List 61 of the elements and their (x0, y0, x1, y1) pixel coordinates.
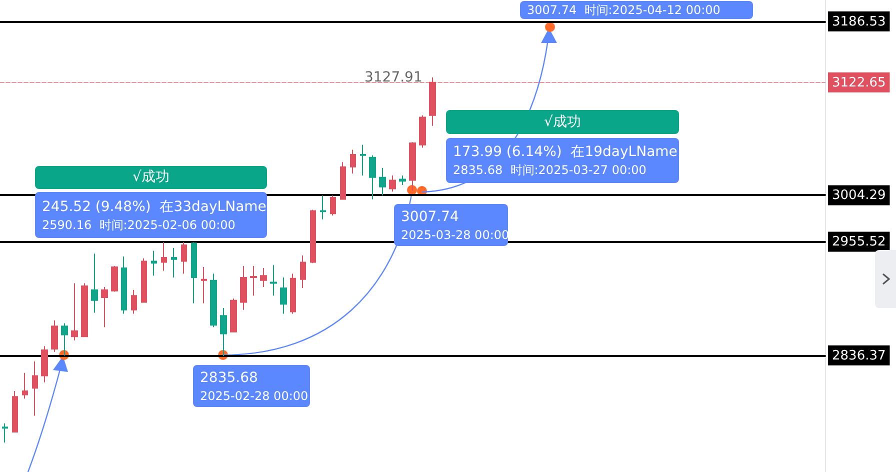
y-tick-label: 3186.53 (832, 14, 886, 30)
candlestick (280, 276, 287, 314)
candlestick (240, 266, 247, 310)
candlestick (41, 346, 48, 383)
callout-box: 173.99 (6.14%) 在19dayLName 2835.68 时间:2025-03-27 00:00 (446, 138, 679, 183)
candlestick (250, 266, 257, 296)
callout-box: 3007.74 时间:2025-04-12 00:00 (520, 1, 753, 19)
candlestick (310, 209, 316, 264)
badge: √成功 (35, 166, 267, 189)
candlestick (429, 76, 436, 126)
candlestick (369, 154, 376, 200)
candlestick (379, 167, 386, 196)
candlestick (260, 267, 267, 288)
candlestick (12, 390, 18, 432)
candlestick (389, 174, 396, 192)
candlestick (131, 289, 137, 314)
candlestick (111, 266, 118, 292)
candlestick (121, 256, 127, 314)
candlestick (399, 174, 406, 186)
candlestick (320, 194, 326, 220)
candlestick (300, 255, 306, 288)
annotation: 3007.74 时间:2025-04-12 00:00 (527, 2, 720, 18)
candlestick (201, 266, 207, 304)
callout-box: 3007.74 2025-03-28 00:00 (394, 204, 508, 246)
candlestick (71, 282, 78, 341)
annotation: 3007.74 2025-03-28 00:00 (401, 208, 510, 244)
candlestick (32, 360, 38, 416)
candlestick (330, 194, 336, 216)
candlestick (210, 273, 217, 328)
y-tick-label: 3004.29 (832, 188, 886, 204)
annotation: 2835.68 2025-02-28 00:00 (200, 368, 308, 404)
badge: √成功 (446, 110, 679, 134)
candlestick (2, 422, 8, 443)
annotation: √成功 (544, 114, 581, 130)
annotation: 245.52 (9.48%) 在33dayLName 2590.16 时间:2025-02-06 00:00 (42, 198, 266, 234)
candlestick (161, 242, 167, 272)
candlestick (181, 242, 187, 274)
annotation: 3127.91 (364, 69, 422, 86)
candlestick (51, 320, 58, 352)
callout-box: 245.52 (9.48%) 在33dayLName 2590.16 时间:2025-02-06 00:00 (35, 192, 267, 238)
annotation: √成功 (132, 169, 170, 186)
y-tick-label: 3122.65 (832, 75, 886, 90)
callout-box: 2835.68 2025-02-28 00:00 (193, 365, 310, 407)
candlestick (141, 258, 147, 303)
candlestick (171, 247, 177, 278)
candlestick (91, 253, 98, 314)
y-tick-label: 2836.37 (832, 348, 886, 364)
y-tick-label: 2955.52 (832, 234, 886, 250)
candlestick (419, 114, 426, 148)
annotation: 173.99 (6.14%) 在19dayLName 2835.68 时间:2025-03-27 00:00 (453, 143, 678, 179)
candlestick (230, 298, 237, 332)
candlestick (340, 162, 346, 200)
candlestick (151, 250, 157, 276)
candlestick (350, 149, 356, 174)
candlestick (191, 242, 197, 304)
candlestick (290, 273, 296, 314)
candlestick (270, 264, 277, 296)
candlestick (101, 286, 108, 328)
candlestick (22, 372, 28, 400)
candlestick (360, 144, 366, 176)
candlestick (81, 282, 88, 338)
